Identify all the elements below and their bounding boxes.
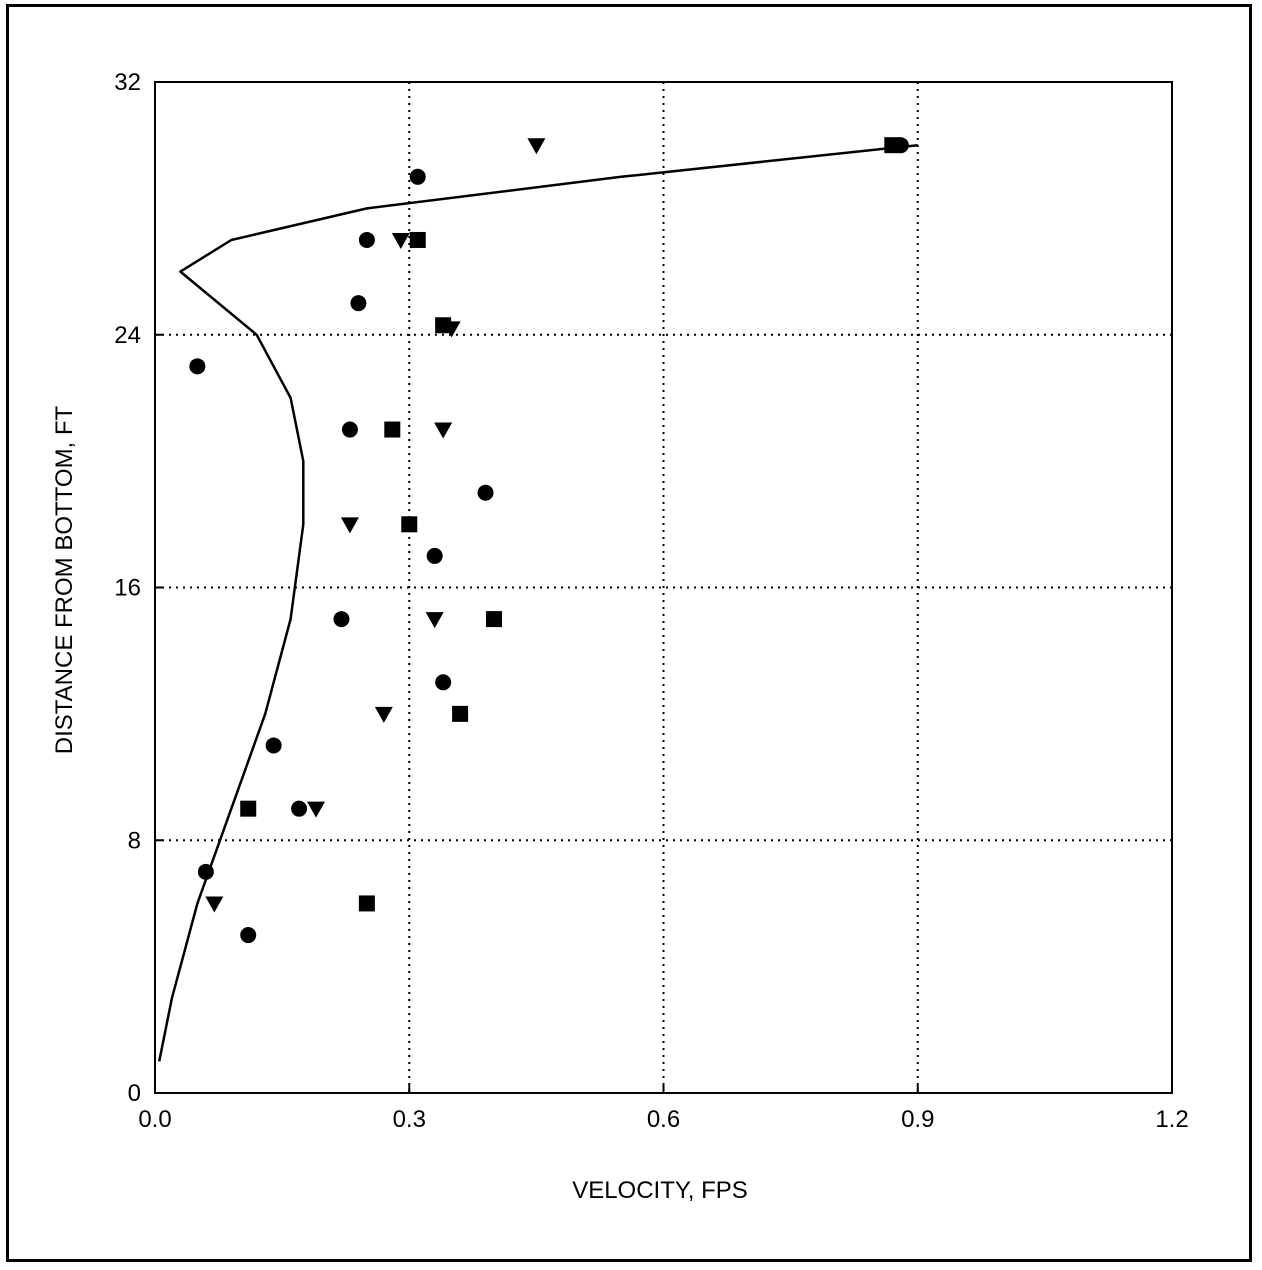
- data-point-square: [240, 800, 257, 817]
- grid: [155, 82, 1172, 1093]
- data-point-square: [401, 516, 418, 533]
- y-tick-label: 24: [114, 322, 141, 349]
- y-tick-label: 32: [114, 69, 141, 96]
- data-point-circle: [189, 358, 206, 375]
- data-point-triangle: [527, 138, 546, 155]
- data-point-triangle: [307, 801, 326, 818]
- data-markers: [189, 137, 909, 944]
- profile-curve: [157, 143, 918, 1062]
- x-tick-label: 1.2: [1155, 1106, 1188, 1133]
- data-point-circle: [197, 863, 214, 880]
- data-point-square: [409, 231, 426, 248]
- data-point-triangle: [442, 321, 461, 338]
- data-point-circle: [435, 674, 452, 691]
- data-point-circle: [291, 800, 308, 817]
- y-tick-label: 8: [128, 827, 141, 854]
- data-point-square: [384, 421, 401, 438]
- y-tick-label: 0: [128, 1080, 141, 1107]
- data-point-square: [452, 705, 469, 722]
- x-axis-title: VELOCITY, FPS: [572, 1177, 748, 1204]
- data-point-triangle: [340, 517, 359, 534]
- y-tick-label: 16: [114, 575, 141, 602]
- data-point-circle: [358, 231, 375, 248]
- data-point-circle: [341, 421, 358, 438]
- x-tick-label: 0.9: [901, 1106, 934, 1133]
- data-point-triangle: [434, 422, 453, 439]
- x-tick-label: 0.3: [393, 1106, 426, 1133]
- data-point-circle: [265, 737, 282, 754]
- data-point-circle: [350, 295, 367, 312]
- data-point-triangle: [374, 706, 393, 723]
- ticks: 0.0 0.3 0.6 0.9 1.2 0 8 16 24 32: [114, 69, 1188, 1133]
- x-tick-label: 0.0: [138, 1106, 171, 1133]
- data-point-circle: [333, 611, 350, 628]
- data-point-circle: [477, 484, 494, 501]
- data-point-square: [486, 611, 502, 628]
- x-tick-label: 0.6: [647, 1106, 680, 1133]
- y-axis-title: DISTANCE FROM BOTTOM, FT: [51, 405, 78, 754]
- data-point-square: [358, 895, 375, 912]
- data-point-circle: [409, 168, 426, 185]
- data-point-square: [884, 137, 901, 154]
- data-point-triangle: [391, 232, 410, 249]
- data-point-circle: [426, 547, 443, 564]
- data-point-circle: [240, 927, 257, 944]
- data-point-triangle: [425, 612, 444, 629]
- data-point-triangle: [205, 896, 224, 913]
- curve: [157, 143, 918, 1062]
- figure-frame: [6, 4, 1252, 1262]
